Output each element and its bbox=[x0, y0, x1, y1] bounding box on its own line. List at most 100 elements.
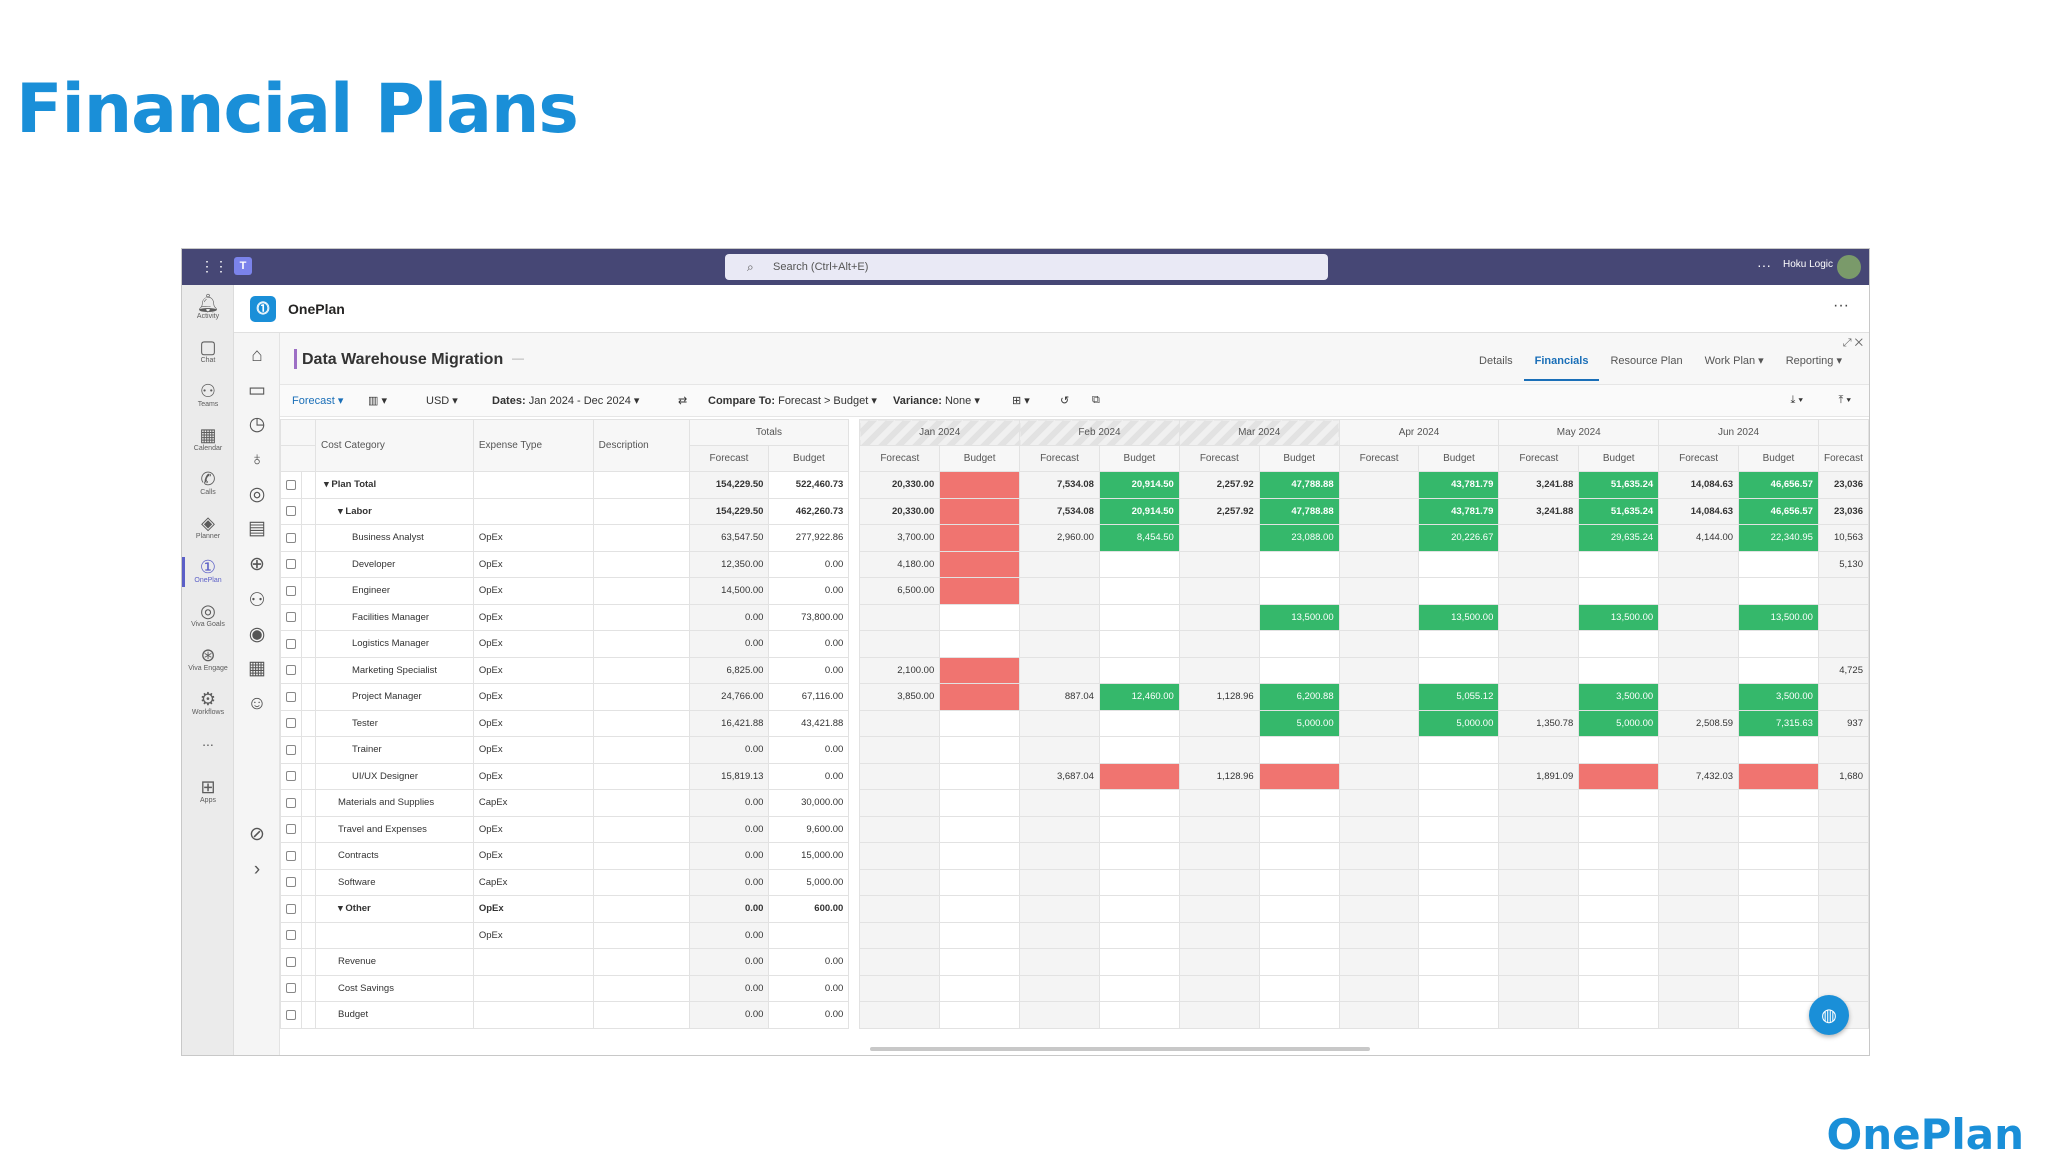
month-budget-cell[interactable] bbox=[939, 736, 1021, 764]
month-budget-cell[interactable] bbox=[1098, 630, 1180, 658]
horizontal-scrollbar[interactable] bbox=[870, 1047, 1370, 1051]
month-budget-cell[interactable] bbox=[939, 1001, 1021, 1029]
month-forecast-cell[interactable] bbox=[1658, 683, 1740, 711]
month-forecast-cell[interactable] bbox=[1338, 868, 1420, 896]
description-cell[interactable] bbox=[592, 974, 690, 1002]
month-forecast-cell[interactable]: 1,128.96 bbox=[1178, 762, 1260, 790]
table-row[interactable]: Budget 0.00 0.00 bbox=[280, 1001, 1869, 1029]
month-forecast-cell[interactable] bbox=[1338, 497, 1420, 525]
table-row[interactable]: Revenue 0.00 0.00 bbox=[280, 948, 1869, 976]
month-forecast-cell[interactable]: 6,500.00 bbox=[859, 577, 941, 605]
checkbox[interactable] bbox=[286, 930, 296, 941]
month-forecast-cell[interactable] bbox=[1178, 603, 1260, 631]
month-forecast-cell[interactable] bbox=[1498, 842, 1580, 870]
month-budget-cell[interactable] bbox=[1258, 550, 1340, 578]
month-budget-cell[interactable] bbox=[939, 974, 1021, 1002]
description-cell[interactable] bbox=[592, 842, 690, 870]
month-forecast-cell[interactable] bbox=[1498, 974, 1580, 1002]
month-budget-cell[interactable]: 47,788.88 bbox=[1258, 471, 1340, 499]
month-budget-cell[interactable] bbox=[1098, 948, 1180, 976]
month-forecast-cell[interactable] bbox=[1178, 948, 1260, 976]
month-budget-cell[interactable] bbox=[1578, 868, 1660, 896]
month-forecast-cell[interactable] bbox=[1338, 974, 1420, 1002]
month-budget-cell[interactable] bbox=[1258, 868, 1340, 896]
month-forecast-cell[interactable]: 2,257.92 bbox=[1178, 497, 1260, 525]
month-forecast-cell[interactable] bbox=[1498, 868, 1580, 896]
person-icon[interactable]: ☺ bbox=[247, 693, 267, 714]
cost-category-header[interactable]: Cost Category bbox=[314, 419, 474, 472]
month-forecast-cell[interactable] bbox=[1658, 736, 1740, 764]
month-forecast-cell[interactable] bbox=[1178, 577, 1260, 605]
description-cell[interactable] bbox=[592, 683, 690, 711]
row-checkbox[interactable] bbox=[280, 683, 302, 711]
month-budget-cell[interactable] bbox=[939, 842, 1021, 870]
table-row[interactable]: Developer OpEx 12,350.00 0.00 4,180.00 5,130 bbox=[280, 550, 1869, 578]
row-checkbox[interactable] bbox=[280, 603, 302, 631]
row-checkbox[interactable] bbox=[280, 789, 302, 817]
month-forecast-cell[interactable] bbox=[1658, 630, 1740, 658]
month-forecast-cell[interactable] bbox=[1498, 789, 1580, 817]
month-forecast-cell[interactable]: 7,534.08 bbox=[1019, 497, 1100, 525]
month-forecast-cell[interactable] bbox=[1338, 762, 1420, 790]
resources-icon[interactable]: ⚇ bbox=[248, 590, 266, 611]
rail-item-chat[interactable]: ▢ Chat bbox=[182, 337, 234, 364]
portfolio-icon[interactable]: ▭ bbox=[248, 380, 266, 401]
reports-icon[interactable]: ▤ bbox=[248, 518, 266, 539]
month-budget-cell[interactable] bbox=[1418, 974, 1500, 1002]
home-icon[interactable]: ⌂ bbox=[251, 345, 263, 366]
month-budget-cell[interactable]: 3,500.00 bbox=[1738, 683, 1819, 711]
month-forecast-cell[interactable] bbox=[1498, 921, 1580, 949]
month-budget-cell[interactable] bbox=[1418, 550, 1500, 578]
month-budget-cell[interactable]: 22,340.95 bbox=[1738, 524, 1819, 552]
checkbox[interactable] bbox=[286, 983, 296, 994]
checkbox[interactable] bbox=[286, 585, 296, 596]
month-budget-cell[interactable] bbox=[1738, 948, 1819, 976]
month-budget-cell[interactable]: 20,914.50 bbox=[1098, 497, 1180, 525]
month-forecast-cell[interactable] bbox=[1178, 524, 1260, 552]
table-row[interactable]: Contracts OpEx 0.00 15,000.00 bbox=[280, 842, 1869, 870]
tab-reporting[interactable]: Reporting ▾ bbox=[1785, 355, 1842, 367]
month-budget-cell[interactable] bbox=[939, 550, 1021, 578]
checkbox[interactable] bbox=[286, 850, 296, 861]
table-row[interactable]: ▾ Labor 154,229.50 462,260.73 20,330.00 7,53… bbox=[280, 497, 1869, 525]
month-budget-cell[interactable] bbox=[1098, 1001, 1180, 1029]
month-forecast-cell[interactable] bbox=[1658, 550, 1740, 578]
month-forecast-cell[interactable] bbox=[1658, 656, 1740, 684]
month-forecast-cell[interactable] bbox=[1178, 1001, 1260, 1029]
month-forecast-cell[interactable] bbox=[1019, 603, 1100, 631]
description-cell[interactable] bbox=[592, 656, 690, 684]
month-forecast-cell[interactable] bbox=[1498, 736, 1580, 764]
checkbox[interactable] bbox=[286, 559, 296, 570]
month-forecast-cell[interactable] bbox=[1338, 842, 1420, 870]
checkbox[interactable] bbox=[286, 691, 296, 702]
checkbox[interactable] bbox=[286, 1009, 296, 1020]
row-handle[interactable] bbox=[301, 842, 316, 870]
month-budget-cell[interactable]: 43,781.79 bbox=[1418, 497, 1500, 525]
row-handle[interactable] bbox=[301, 550, 316, 578]
rail-item-activity[interactable]: 🔔︎ Activity bbox=[182, 293, 234, 320]
rail-item-calendar[interactable]: ▦ Calendar bbox=[182, 425, 234, 452]
checkbox[interactable] bbox=[286, 903, 296, 914]
month-forecast-cell[interactable] bbox=[859, 762, 941, 790]
month-forecast-cell[interactable] bbox=[1658, 1001, 1740, 1029]
month-budget-cell[interactable] bbox=[1258, 762, 1340, 790]
month-budget-cell[interactable] bbox=[1738, 789, 1819, 817]
month-forecast-cell[interactable] bbox=[1178, 895, 1260, 923]
month-budget-cell[interactable]: 3,500.00 bbox=[1578, 683, 1660, 711]
month-budget-cell[interactable] bbox=[1578, 736, 1660, 764]
row-checkbox[interactable] bbox=[280, 736, 302, 764]
rail-item-calls[interactable]: ✆ Calls bbox=[182, 469, 234, 496]
download-icon[interactable]: ⤓ ▾ bbox=[1790, 394, 1803, 406]
app-more-icon[interactable]: ··· bbox=[1833, 297, 1849, 314]
row-handle[interactable] bbox=[301, 762, 316, 790]
row-checkbox[interactable] bbox=[280, 842, 302, 870]
month-budget-cell[interactable] bbox=[1738, 630, 1819, 658]
month-forecast-cell[interactable] bbox=[1338, 948, 1420, 976]
search-input[interactable]: ⌕ Search (Ctrl+Alt+E) bbox=[725, 254, 1328, 280]
table-row[interactable]: Engineer OpEx 14,500.00 0.00 6,500.00 bbox=[280, 577, 1869, 605]
month-forecast-cell[interactable] bbox=[1338, 471, 1420, 499]
month-forecast-cell[interactable] bbox=[1338, 524, 1420, 552]
month-budget-cell[interactable] bbox=[939, 895, 1021, 923]
month-forecast-cell[interactable] bbox=[1498, 948, 1580, 976]
row-handle[interactable] bbox=[301, 974, 316, 1002]
